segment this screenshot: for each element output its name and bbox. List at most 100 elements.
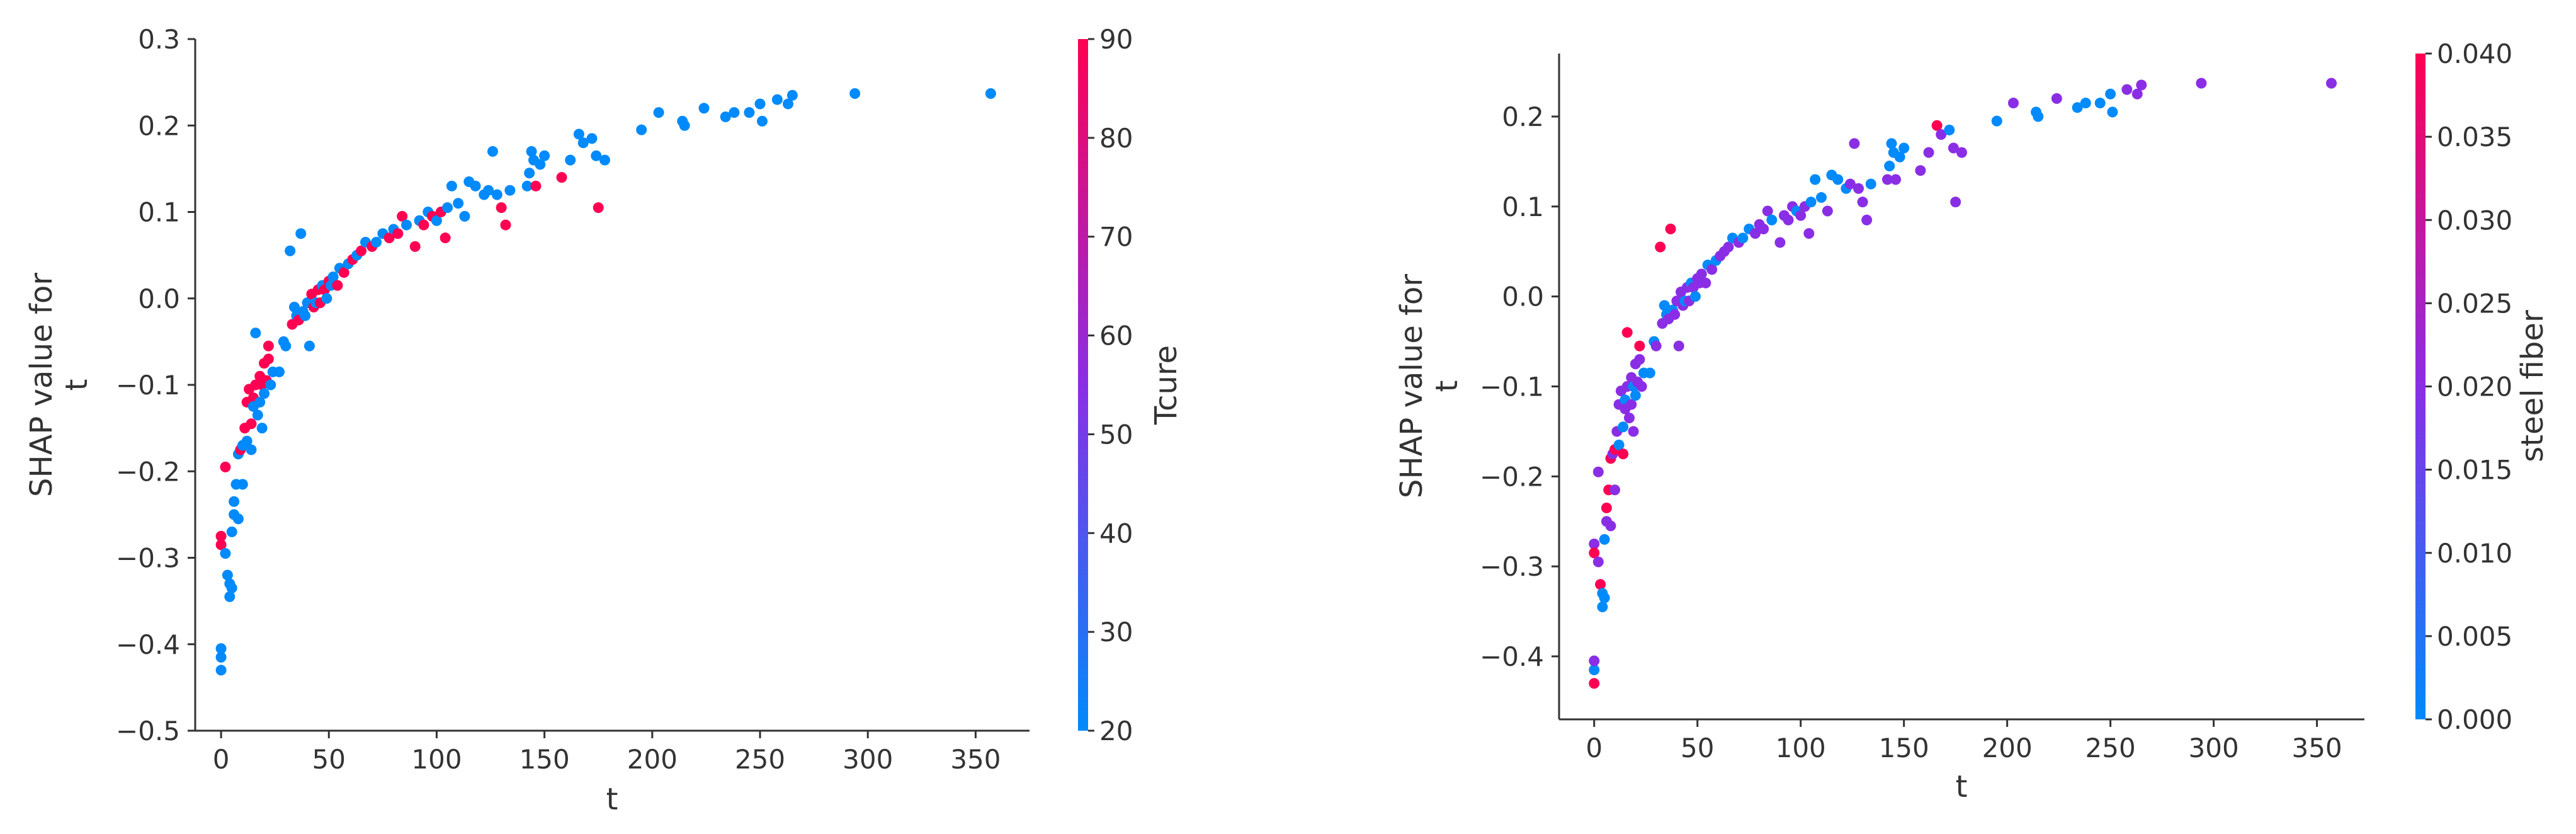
right-point-87 — [1795, 210, 1807, 221]
right-point-111 — [1923, 147, 1934, 158]
left-point-104 — [524, 168, 535, 179]
left-point-122 — [698, 103, 710, 114]
left-colorbar — [1078, 39, 1088, 731]
left-point-119 — [653, 107, 664, 118]
left-point-130 — [786, 89, 798, 101]
right-point-89 — [1803, 228, 1815, 239]
right-x-tick-label: 300 — [2189, 733, 2239, 763]
right-x-tick-label: 200 — [1982, 733, 2033, 763]
right-point-75 — [1737, 232, 1749, 244]
left-point-100 — [496, 202, 507, 214]
right-point-114 — [1944, 124, 1955, 135]
right-point-102 — [1865, 178, 1876, 190]
right-colorbar-tick-label: 0.025 — [2437, 288, 2512, 319]
left-point-21 — [241, 435, 252, 447]
right-x-ticks: 0 50 100 150 200 250 300 350 — [1586, 719, 2342, 763]
right-point-19 — [1609, 484, 1621, 496]
right-point-127 — [2107, 106, 2118, 118]
left-y-tick-label: 0.1 — [138, 197, 180, 228]
right-point-80 — [1762, 205, 1773, 217]
right-point-7 — [1595, 579, 1606, 590]
right-point-66 — [1700, 277, 1711, 288]
right-point-130 — [2136, 79, 2147, 91]
right-point-118 — [1991, 115, 2002, 127]
right-colorbar-ticks: 0.000 0.005 0.010 0.015 0.020 0.025 0.030 0.035… — [2426, 38, 2512, 735]
right-point-107 — [1890, 174, 1902, 185]
right-y-tick-label: −0.4 — [1480, 641, 1544, 672]
right-colorbar-tick-label: 0.030 — [2437, 205, 2512, 236]
left-point-77 — [383, 232, 395, 244]
right-point-29 — [1621, 327, 1633, 338]
right-point-45 — [1655, 241, 1666, 253]
right-point-68 — [1706, 264, 1718, 275]
right-point-97 — [1844, 178, 1856, 190]
left-point-72 — [356, 245, 367, 256]
left-point-108 — [535, 159, 546, 170]
left-x-axis-label: t — [606, 782, 618, 817]
left-point-107 — [530, 180, 542, 191]
left-x-tick-label: 100 — [411, 744, 462, 775]
left-colorbar-tick-label: 50 — [1099, 419, 1133, 450]
left-point-89 — [440, 232, 451, 244]
left-y-tick-label: 0.2 — [138, 110, 180, 141]
right-point-34 — [1628, 426, 1639, 437]
left-point-10 — [226, 583, 237, 594]
left-point-52 — [300, 310, 311, 321]
left-colorbar-tick-label: 80 — [1099, 123, 1133, 154]
right-y-ticks: −0.4 −0.3 −0.2 −0.1 0.0 0.1 0.2 — [1480, 101, 1559, 672]
right-point-10 — [1599, 592, 1610, 603]
left-y-tick-label: 0.0 — [138, 283, 180, 314]
right-point-62 — [1689, 291, 1701, 302]
right-colorbar-tick-label: 0.020 — [2437, 372, 2512, 403]
left-point-42 — [274, 366, 285, 377]
left-point-112 — [573, 129, 584, 140]
right-point-9 — [1597, 601, 1608, 612]
left-point-15 — [232, 513, 244, 525]
left-point-82 — [409, 241, 421, 252]
right-point-101 — [1861, 214, 1873, 226]
right-point-21 — [1613, 439, 1625, 450]
left-point-9 — [224, 591, 235, 602]
left-point-24 — [246, 418, 257, 430]
right-point-119 — [2007, 98, 2019, 109]
left-point-95 — [470, 180, 481, 191]
left-point-125 — [744, 107, 755, 118]
left-colorbar-tick-label: 30 — [1099, 617, 1133, 648]
left-point-105 — [526, 146, 537, 157]
left-scatter-points — [215, 88, 996, 676]
right-point-36 — [1630, 390, 1641, 401]
left-point-131 — [849, 88, 861, 99]
left-point-29 — [250, 328, 261, 339]
left-point-121 — [679, 120, 690, 131]
right-point-93 — [1822, 205, 1833, 217]
right-colorbar-tick-label: 0.000 — [2437, 704, 2512, 735]
left-colorbar-tick-label: 60 — [1099, 321, 1133, 351]
left-point-92 — [453, 198, 464, 209]
right-point-104 — [1884, 161, 1895, 172]
left-point-102 — [504, 185, 516, 196]
left-point-101 — [500, 219, 511, 231]
right-point-110 — [1915, 165, 1926, 176]
right-y-tick-label: −0.2 — [1480, 461, 1544, 492]
left-point-68 — [338, 267, 349, 278]
left-point-93 — [459, 210, 470, 222]
left-point-127 — [756, 115, 768, 127]
left-point-118 — [636, 124, 647, 135]
left-x-tick-label: 50 — [312, 744, 346, 775]
right-point-0 — [1589, 678, 1600, 689]
right-x-tick-label: 350 — [2291, 733, 2342, 763]
right-point-132 — [2326, 77, 2337, 89]
left-point-5 — [220, 548, 231, 559]
left-point-115 — [591, 150, 602, 161]
right-point-1 — [1589, 664, 1600, 675]
right-point-103 — [1881, 174, 1893, 185]
right-point-109 — [1898, 142, 1910, 154]
right-point-92 — [1815, 192, 1827, 203]
left-point-90 — [442, 202, 453, 214]
left-point-2 — [215, 643, 227, 654]
right-point-50 — [1665, 224, 1676, 235]
left-point-66 — [332, 280, 343, 291]
right-point-54 — [1673, 340, 1684, 351]
left-point-47 — [288, 301, 300, 312]
